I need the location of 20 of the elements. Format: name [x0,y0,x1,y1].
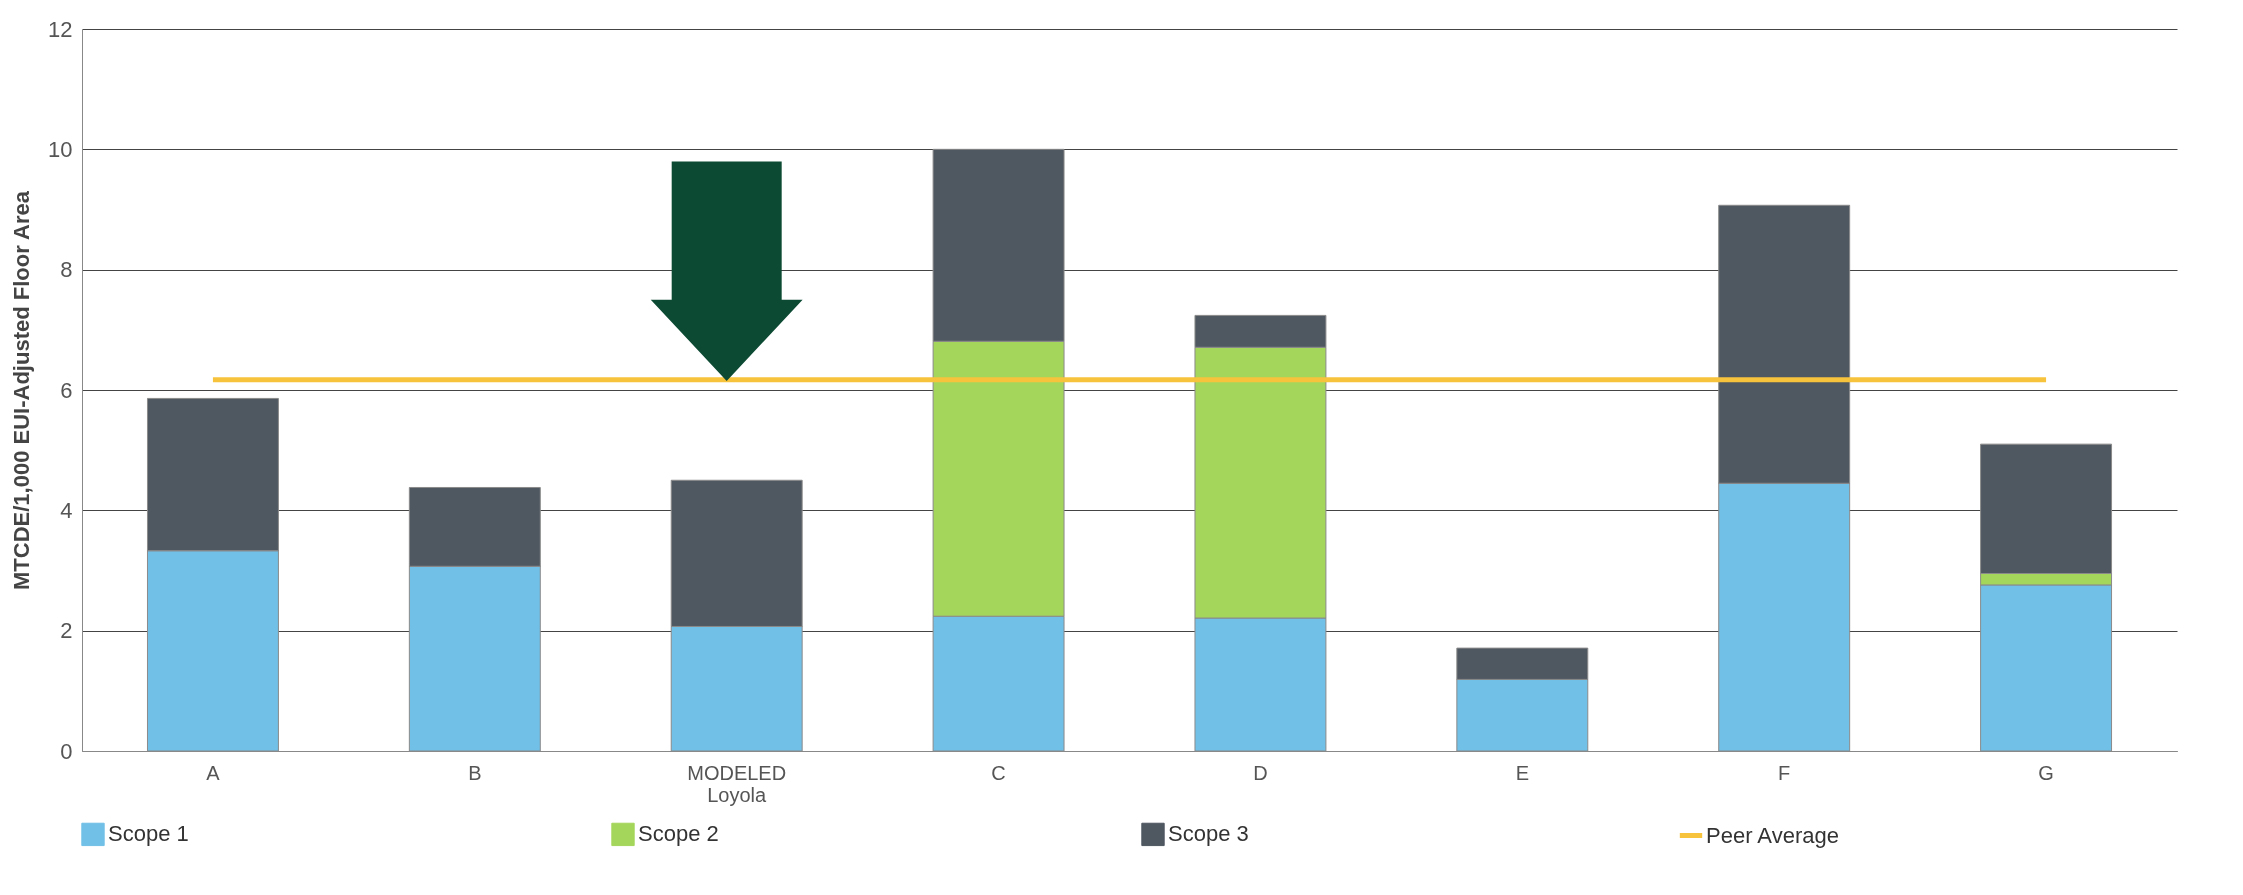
legend-label: Peer Average [1706,822,1839,848]
y-tick-label: 0 [60,738,73,764]
y-tick-label: 8 [60,257,73,283]
legend-label: Scope 1 [108,821,189,847]
x-tick-label: D [1253,761,1268,784]
x-tick-label: G [2038,761,2054,784]
y-tick-label: 6 [60,377,73,403]
y-tick-label: 4 [60,497,73,523]
x-tick-label: B [468,761,482,784]
y-axis-title: MTCDE/1,000 EUI-Adjusted Floor Area [9,190,35,590]
y-tick-label: 12 [48,16,73,42]
x-tick-label: MODELED Loyola [687,761,787,806]
x-tick-label: C [991,761,1006,784]
legend-label: Scope 2 [638,821,719,847]
y-tick-label: 10 [48,136,73,162]
x-tick-label: A [206,761,221,784]
x-tick-label: F [1778,761,1791,784]
x-tick-label: E [1515,761,1529,784]
legend-label: Scope 3 [1168,821,1249,847]
y-tick-label: 2 [60,618,73,644]
